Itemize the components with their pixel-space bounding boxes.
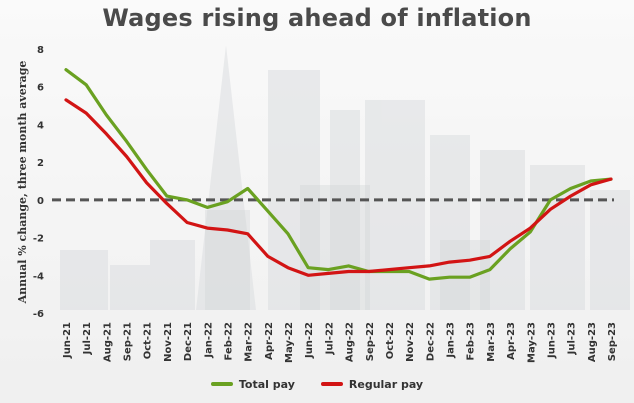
legend-label: Regular pay — [348, 377, 424, 391]
x-tick-label: Mar-22 — [244, 322, 255, 362]
x-tick-label: Sep-23 — [607, 322, 618, 361]
x-tick-label: Oct-21 — [143, 322, 154, 359]
chart-legend: Total pay Regular pay — [0, 374, 634, 394]
y-tick-label: -4 — [33, 271, 44, 282]
y-tick-label: 6 — [37, 83, 44, 94]
x-tick-label: Feb-22 — [224, 322, 235, 360]
y-axis-label: Annual % change, three month average — [16, 61, 29, 305]
y-tick-label: 2 — [37, 158, 44, 169]
x-tick-label: Nov-21 — [163, 322, 174, 362]
legend-item: Total pay — [210, 377, 295, 391]
x-tick-label: Apr-22 — [264, 322, 275, 360]
x-tick-label: Jun-23 — [546, 322, 557, 359]
x-tick-label: May-23 — [526, 322, 537, 363]
legend-swatch — [210, 382, 233, 386]
x-tick-label: May-22 — [284, 322, 295, 363]
series-line-regular-pay — [64, 98, 613, 277]
x-tick-label: Feb-23 — [466, 322, 477, 360]
y-tick-label: -2 — [33, 234, 44, 245]
x-tick-label: Jul-23 — [567, 322, 578, 355]
y-tick-label: -6 — [33, 309, 44, 320]
x-tick-label: Mar-23 — [486, 322, 497, 362]
x-tick-label: Dec-21 — [183, 322, 194, 361]
x-tick-label: Sep-22 — [365, 322, 376, 361]
series-line-total-pay — [64, 68, 613, 281]
x-tick-label: Oct-22 — [385, 322, 396, 359]
x-tick-label: Sep-21 — [123, 322, 134, 361]
x-tick-label: Jan-22 — [203, 322, 214, 359]
x-tick-label: Dec-22 — [425, 322, 436, 361]
chart-title: Wages rising ahead of inflation — [102, 4, 532, 32]
x-tick-label: Aug-22 — [345, 322, 356, 362]
y-tick-label: 4 — [37, 120, 44, 131]
legend-item: Regular pay — [320, 377, 424, 391]
legend-label: Total pay — [238, 377, 295, 391]
x-tick-label: Jan-23 — [446, 322, 457, 359]
y-tick-label: 0 — [37, 196, 44, 207]
x-tick-label: Apr-23 — [506, 322, 517, 360]
x-tick-label: Jul-21 — [82, 322, 93, 355]
x-tick-label: Nov-22 — [405, 322, 416, 362]
y-tick-label: 8 — [37, 45, 44, 56]
x-tick-label: Jun-21 — [62, 322, 73, 359]
x-tick-label: Jun-22 — [304, 322, 315, 359]
x-tick-label: Aug-23 — [587, 322, 598, 362]
legend-swatch — [320, 382, 343, 386]
x-tick-label: Jul-22 — [324, 322, 335, 355]
x-tick-label: Aug-21 — [102, 322, 113, 362]
